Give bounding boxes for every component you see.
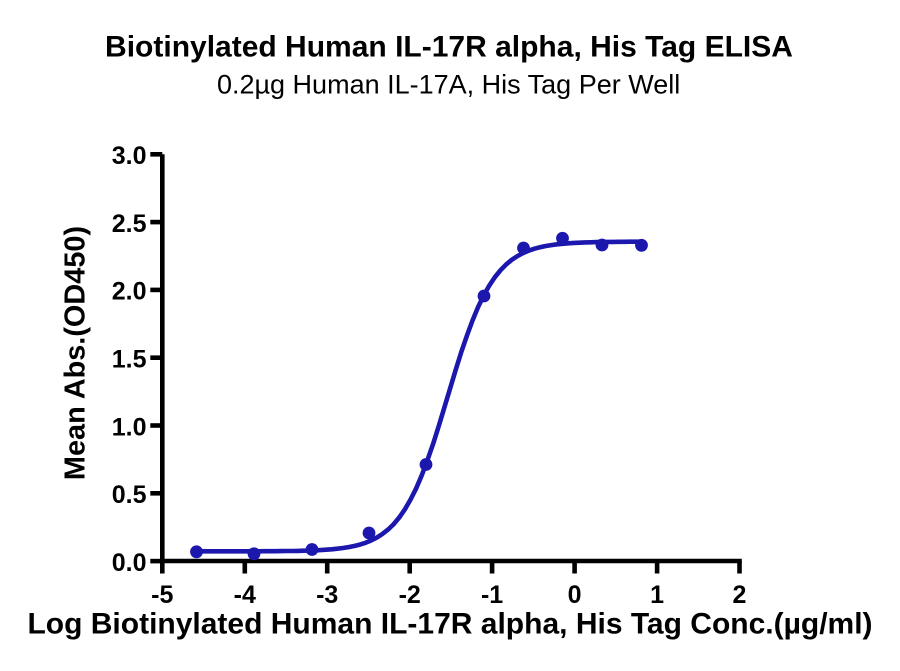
svg-text:-1: -1 <box>481 581 503 609</box>
svg-text:1.0: 1.0 <box>112 413 147 441</box>
svg-text:-3: -3 <box>316 581 338 609</box>
svg-text:Log Biotinylated Human IL-17R: Log Biotinylated Human IL-17R alpha, His… <box>27 607 872 640</box>
svg-text:0: 0 <box>568 581 582 609</box>
svg-text:1.5: 1.5 <box>112 346 147 374</box>
svg-text:-4: -4 <box>234 581 256 609</box>
svg-text:-2: -2 <box>399 581 421 609</box>
svg-text:-5: -5 <box>151 581 173 609</box>
svg-text:0.0: 0.0 <box>112 549 147 577</box>
svg-text:0.2µg Human IL-17A, His Tag Pe: 0.2µg Human IL-17A, His Tag Per Well <box>217 69 680 99</box>
svg-text:Biotinylated Human IL-17R alph: Biotinylated Human IL-17R alpha, His Tag… <box>105 31 793 64</box>
svg-text:0.5: 0.5 <box>112 481 147 509</box>
svg-text:2.0: 2.0 <box>112 278 147 306</box>
svg-text:2.5: 2.5 <box>112 210 147 238</box>
svg-text:2: 2 <box>733 581 747 609</box>
svg-text:Mean Abs.(OD450): Mean Abs.(OD450) <box>60 226 92 480</box>
svg-text:1: 1 <box>650 581 664 609</box>
svg-text:3.0: 3.0 <box>112 142 147 170</box>
